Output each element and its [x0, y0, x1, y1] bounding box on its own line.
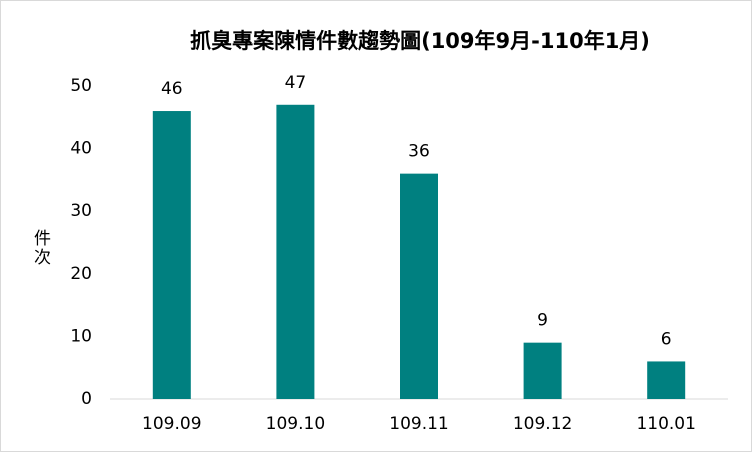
bar — [523, 342, 562, 399]
bar — [647, 361, 686, 399]
bar — [276, 104, 315, 399]
x-tick-label: 109.12 — [513, 414, 572, 434]
bar — [152, 111, 191, 399]
value-label: 9 — [537, 311, 548, 331]
chart-title: 抓臭專案陳情件數趨勢圖(109年9月-110年1月) — [190, 29, 650, 53]
x-tick-label: 109.11 — [389, 414, 448, 434]
value-label: 6 — [661, 329, 672, 349]
x-tick-label: 110.01 — [636, 414, 695, 434]
y-tick-label: 40 — [70, 139, 92, 159]
y-tick-label: 20 — [70, 264, 92, 284]
y-tick-label: 10 — [70, 326, 92, 346]
value-label: 47 — [285, 73, 307, 93]
x-tick-label: 109.09 — [142, 414, 201, 434]
y-tick-label: 30 — [70, 201, 92, 221]
bar — [400, 173, 438, 399]
y-tick-label: 50 — [70, 76, 92, 96]
y-tick-label: 0 — [81, 389, 92, 409]
x-tick-label: 109.10 — [266, 414, 325, 434]
value-label: 36 — [408, 142, 430, 162]
y-axis-label: 件次 — [30, 229, 51, 267]
value-label: 46 — [161, 79, 183, 99]
